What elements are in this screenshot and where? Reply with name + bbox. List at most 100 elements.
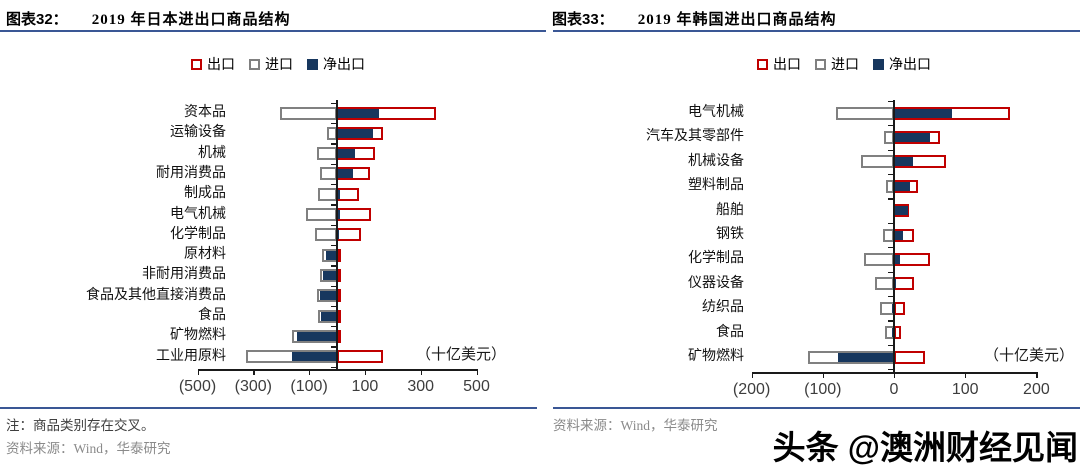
bar-net-export: [337, 108, 379, 118]
x-axis-tick-label: 500: [463, 378, 490, 395]
x-axis-tick-label: 200: [1023, 381, 1050, 398]
bar-export: [894, 350, 925, 364]
bar-export: [337, 268, 341, 282]
category-label: 塑料制品: [688, 178, 744, 194]
category-axis-tick: [331, 305, 337, 308]
bar-net-export: [337, 169, 354, 179]
bar-export: [894, 301, 906, 315]
x-axis-tick-label: 0: [889, 381, 899, 398]
category-label: 食品: [716, 324, 744, 340]
bar-import: [884, 130, 894, 144]
header-rule-korea: [553, 30, 1080, 32]
zero-axis-line: [336, 100, 338, 369]
category-axis-tick: [888, 149, 894, 151]
bar-import: [318, 187, 337, 201]
category-label: 电气机械: [688, 105, 744, 120]
legend-label: 净出口: [323, 58, 365, 73]
x-axis-line: [751, 372, 1037, 374]
category-label: 汽车及其零部件: [646, 129, 744, 145]
bar-net-export: [296, 331, 337, 341]
legend-item-export: 出口: [191, 54, 235, 74]
plot-korea: 电气机械 汽车及其零部件 机械设备 塑料制品 船舶 钢铁 化学制品 仪器设备 纺织品 食品 矿物燃料…: [540, 0, 1080, 472]
watermark: 头条 @澳洲财经见闻: [772, 429, 1078, 466]
legend-label: 进口: [265, 58, 293, 73]
legend-japan: 出口 进口 净出口: [191, 54, 365, 74]
bar-net-export: [320, 291, 337, 301]
x-axis-tick: [894, 372, 896, 378]
figure-number-korea: 图表33：: [552, 11, 614, 28]
bar-export: [337, 309, 341, 323]
category-label: 矿物燃料: [688, 349, 744, 364]
x-axis-tick-label: 300: [407, 378, 435, 395]
bar-net-export: [838, 352, 894, 362]
bar-net-export: [891, 328, 894, 338]
category-axis-tick: [888, 344, 894, 347]
category-axis-tick: [888, 271, 894, 273]
category-label: 原材料: [184, 247, 226, 263]
bar-import: [861, 155, 894, 169]
legend-swatch-net-icon: [307, 58, 318, 70]
legend-swatch-import-icon: [249, 58, 260, 70]
x-axis-tick: [1036, 372, 1038, 378]
bar-net-export: [337, 128, 373, 138]
category-label: 纺织品: [702, 300, 744, 316]
legend-label: 进口: [831, 58, 859, 73]
category-label: 化学制品: [688, 251, 744, 267]
bar-import: [875, 277, 894, 291]
figure-number-japan: 图表32：: [6, 11, 68, 28]
bar-export: [337, 350, 384, 364]
category-axis-tick: [331, 244, 337, 247]
category-axis-tick: [331, 184, 337, 186]
category-label: 食品及其他直接消费品: [86, 287, 226, 303]
x-axis-tick: [420, 369, 422, 375]
bar-import: [279, 106, 337, 120]
category-axis-tick: [888, 222, 894, 225]
bar-net-export: [320, 311, 337, 321]
x-axis-tick: [309, 369, 311, 375]
bar-import: [315, 228, 337, 242]
bar-net-export: [894, 206, 909, 216]
bar-net-export: [337, 189, 340, 199]
category-label: 电气机械: [170, 206, 226, 222]
category-axis-tick: [888, 174, 894, 176]
category-label: 船舶: [716, 202, 744, 218]
category-label: 食品: [198, 308, 226, 323]
category-axis-tick: [331, 285, 337, 287]
bar-import: [305, 208, 337, 221]
bar-import: [317, 147, 337, 161]
category-label: 矿物燃料: [170, 328, 226, 344]
bar-import: [882, 228, 894, 242]
bar-import: [835, 106, 894, 120]
legend-swatch-import-icon: [815, 58, 826, 70]
category-axis-tick: [331, 102, 337, 105]
chart-title-japan: 2019 年日本进出口商品结构: [91, 12, 291, 28]
legend-swatch-export-icon: [757, 58, 768, 70]
category-label: 耐用消费品: [156, 165, 226, 181]
category-label: 运输设备: [170, 125, 226, 141]
x-axis-tick: [751, 372, 753, 378]
bar-import: [319, 167, 337, 181]
legend-label: 出口: [207, 58, 235, 73]
bar-export: [337, 248, 342, 262]
category-axis-tick: [888, 198, 894, 200]
plot-japan: 资本品 运输设备 机械 耐用消费品 制成品 电气机械 化学制品 原材料 非耐用消费品 食品及其他直…: [86, 100, 506, 395]
zero-axis-line: [893, 100, 895, 372]
x-axis-tick: [822, 372, 825, 378]
bar-net-export: [894, 108, 952, 118]
category-axis-tick: [331, 143, 337, 145]
x-axis-tick-label: 100: [951, 381, 979, 398]
bar-import: [886, 179, 894, 193]
x-axis-tick: [364, 369, 367, 375]
category-label: 仪器设备: [688, 275, 744, 291]
bar-net-export: [894, 157, 914, 167]
bar-export: [894, 326, 902, 340]
chart-source-korea: 资料来源：Wind，华泰研究: [553, 418, 718, 433]
legend-label: 净出口: [889, 58, 931, 73]
header-rule-japan: [0, 30, 546, 32]
category-axis-tick: [331, 265, 337, 267]
legend-korea: 出口 进口 净出口: [757, 54, 931, 74]
legend-item-net: 净出口: [873, 54, 931, 74]
category-label: 制成品: [184, 186, 226, 202]
bar-net-export: [326, 250, 337, 260]
